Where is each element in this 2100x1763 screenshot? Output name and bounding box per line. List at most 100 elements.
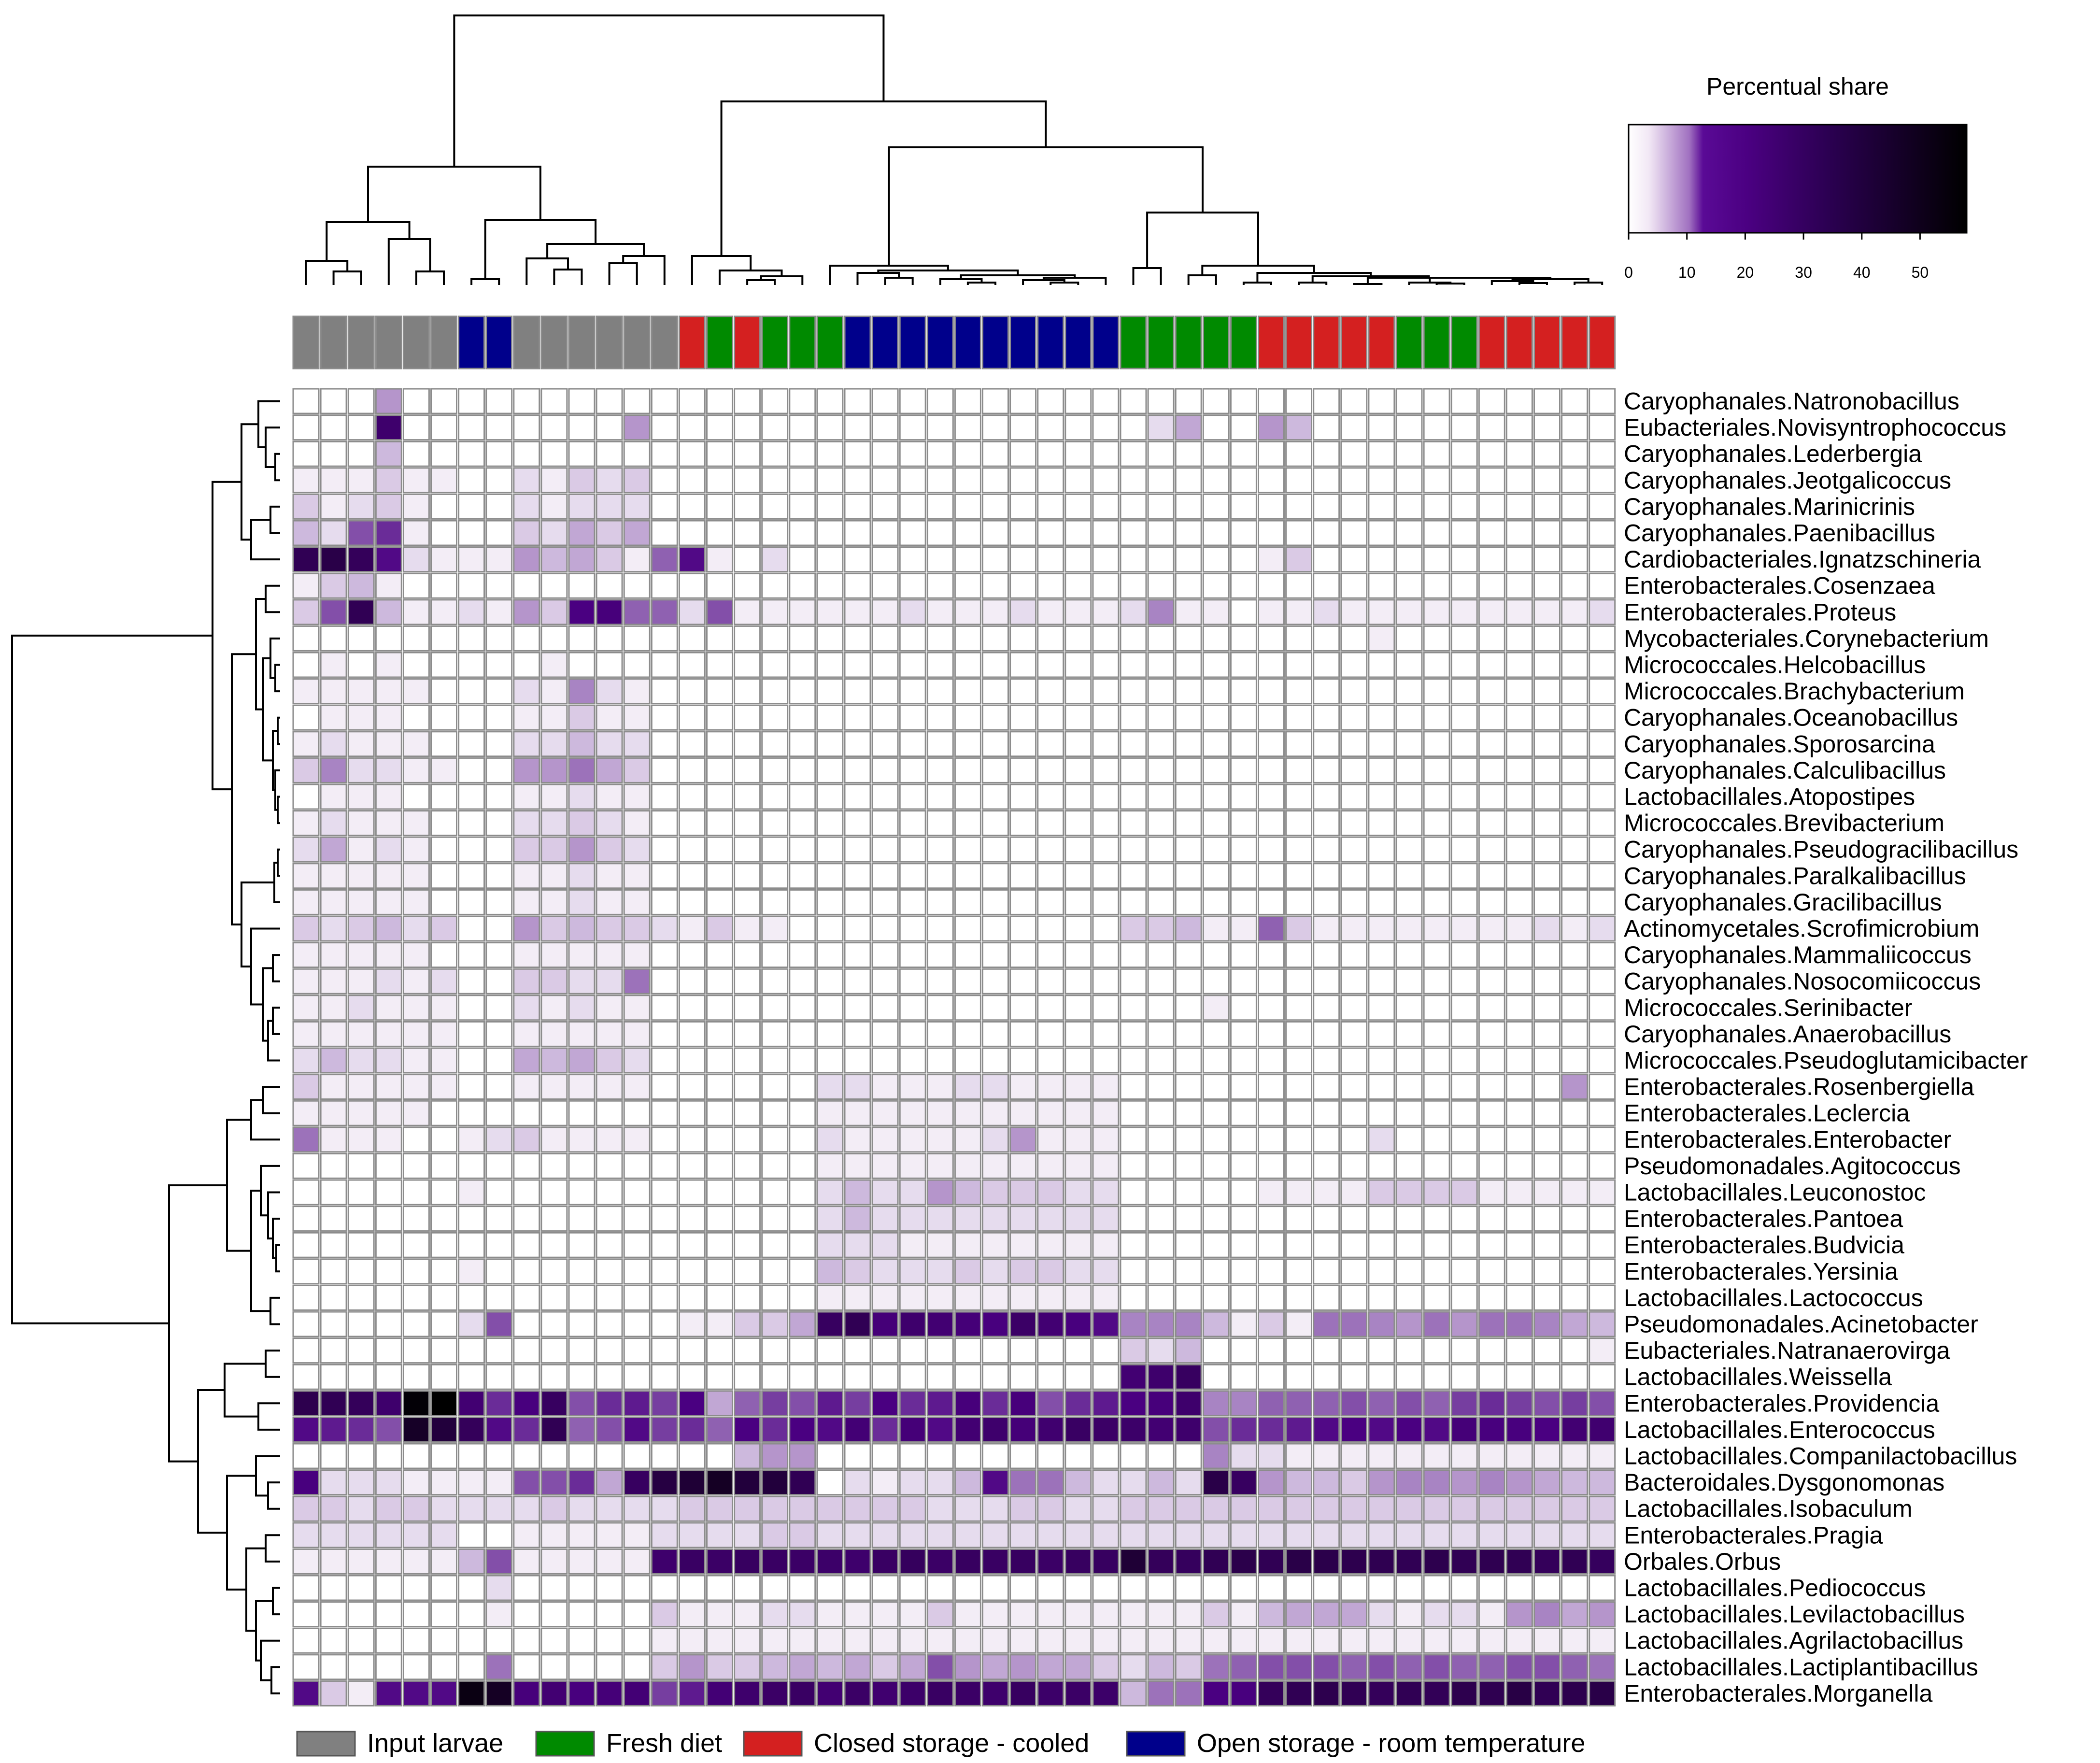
heatmap-cell [540, 467, 568, 494]
heatmap-cell [375, 942, 402, 968]
heatmap-cell [651, 599, 678, 626]
heatmap-cell [706, 783, 733, 810]
heatmap-cell [430, 1469, 457, 1496]
heatmap-cell [1478, 1232, 1505, 1258]
heatmap-cell [1120, 388, 1147, 414]
heatmap-cell [789, 652, 816, 678]
heatmap-cell [1423, 1337, 1450, 1364]
heatmap-cell [761, 1206, 789, 1232]
heatmap-cell [320, 1152, 347, 1179]
heatmap-cell [761, 388, 789, 414]
heatmap-cell [789, 1232, 816, 1258]
heatmap-cell [1258, 652, 1285, 678]
heatmap-cell [375, 1311, 402, 1337]
heatmap-cell [1368, 441, 1395, 467]
heatmap-cell [347, 1575, 375, 1601]
heatmap-cell [1450, 1627, 1478, 1654]
heatmap-cell [540, 1469, 568, 1496]
row-label: Mycobacteriales.Corynebacterium [1624, 625, 1989, 652]
heatmap-cell [844, 1126, 871, 1153]
heatmap-cell [375, 599, 402, 626]
heatmap-cell [651, 757, 678, 783]
heatmap-cell [1395, 1495, 1423, 1522]
heatmap-cell [596, 915, 623, 942]
heatmap-cell [1285, 678, 1313, 705]
heatmap-cell [1009, 520, 1037, 546]
heatmap-cell [1589, 652, 1616, 678]
heatmap-cell [816, 1548, 844, 1575]
heatmap-cell [1340, 889, 1368, 915]
heatmap-cell [1533, 1126, 1561, 1153]
heatmap-cell [1450, 388, 1478, 414]
heatmap-cell [982, 1126, 1009, 1153]
heatmap-cell [1313, 915, 1340, 942]
heatmap-cell [734, 1627, 761, 1654]
heatmap-cell [375, 1495, 402, 1522]
heatmap-cell [1395, 441, 1423, 467]
heatmap-cell [734, 1179, 761, 1206]
heatmap-cell [1561, 915, 1589, 942]
heatmap-cell [789, 1021, 816, 1047]
heatmap-cell [926, 1258, 954, 1285]
heatmap-cell [1147, 678, 1175, 705]
heatmap-cell [623, 388, 651, 414]
heatmap-cell [623, 1047, 651, 1074]
row-label: Caryophanales.Gracilibacillus [1624, 889, 1942, 916]
heatmap-cell [706, 1100, 733, 1126]
heatmap-cell [458, 783, 485, 810]
heatmap-cell [1368, 546, 1395, 573]
heatmap-cell [430, 1416, 457, 1443]
heatmap-cell [1505, 1443, 1533, 1469]
heatmap-cell [568, 1311, 596, 1337]
heatmap-cell [899, 1443, 926, 1469]
heatmap-cell [1202, 1548, 1230, 1575]
heatmap-cell [926, 889, 954, 915]
heatmap-cell [816, 1364, 844, 1390]
heatmap-cell [1175, 1232, 1202, 1258]
heatmap-cell [596, 1522, 623, 1549]
heatmap-cell [1120, 1100, 1147, 1126]
heatmap-cell [734, 1575, 761, 1601]
heatmap-cell [623, 1522, 651, 1549]
heatmap-cell [1450, 915, 1478, 942]
heatmap-cell [1313, 388, 1340, 414]
heatmap-cell [678, 1232, 706, 1258]
row-label: Micrococcales.Brachybacterium [1624, 678, 1965, 705]
heatmap-cell [734, 520, 761, 546]
heatmap-cell [1589, 1074, 1616, 1100]
heatmap-cell [1258, 1495, 1285, 1522]
heatmap-cell [292, 1100, 320, 1126]
heatmap-cell [651, 1179, 678, 1206]
heatmap-cell [347, 572, 375, 599]
heatmap-cell [844, 1575, 871, 1601]
heatmap-cell [1478, 1416, 1505, 1443]
heatmap-cell [402, 493, 430, 520]
dendrogram-branch [1366, 277, 1490, 284]
heatmap-cell [1092, 915, 1120, 942]
legend-swatch [535, 1731, 595, 1757]
heatmap-cell [789, 1548, 816, 1575]
heatmap-cell [1147, 1047, 1175, 1074]
heatmap-cell [1561, 493, 1589, 520]
heatmap-cell [1561, 1311, 1589, 1337]
heatmap-cell [458, 441, 485, 467]
heatmap-cell [926, 1337, 954, 1364]
heatmap-cell [1395, 1284, 1423, 1311]
heatmap-cell [375, 1627, 402, 1654]
heatmap-cell [292, 1074, 320, 1100]
heatmap-cell [458, 1627, 485, 1654]
heatmap-cell [1340, 757, 1368, 783]
heatmap-cell [678, 1522, 706, 1549]
heatmap-cell [982, 1152, 1009, 1179]
heatmap-cell [1423, 757, 1450, 783]
heatmap-cell [1064, 810, 1092, 837]
heatmap-cell [596, 863, 623, 889]
heatmap-cell [1505, 1680, 1533, 1706]
heatmap-cell [1589, 731, 1616, 757]
heatmap-cell [347, 414, 375, 441]
heatmap-cell [540, 1021, 568, 1047]
heatmap-cell [899, 1390, 926, 1417]
heatmap-cell [899, 757, 926, 783]
heatmap-cell [596, 1416, 623, 1443]
heatmap-cell [402, 1311, 430, 1337]
